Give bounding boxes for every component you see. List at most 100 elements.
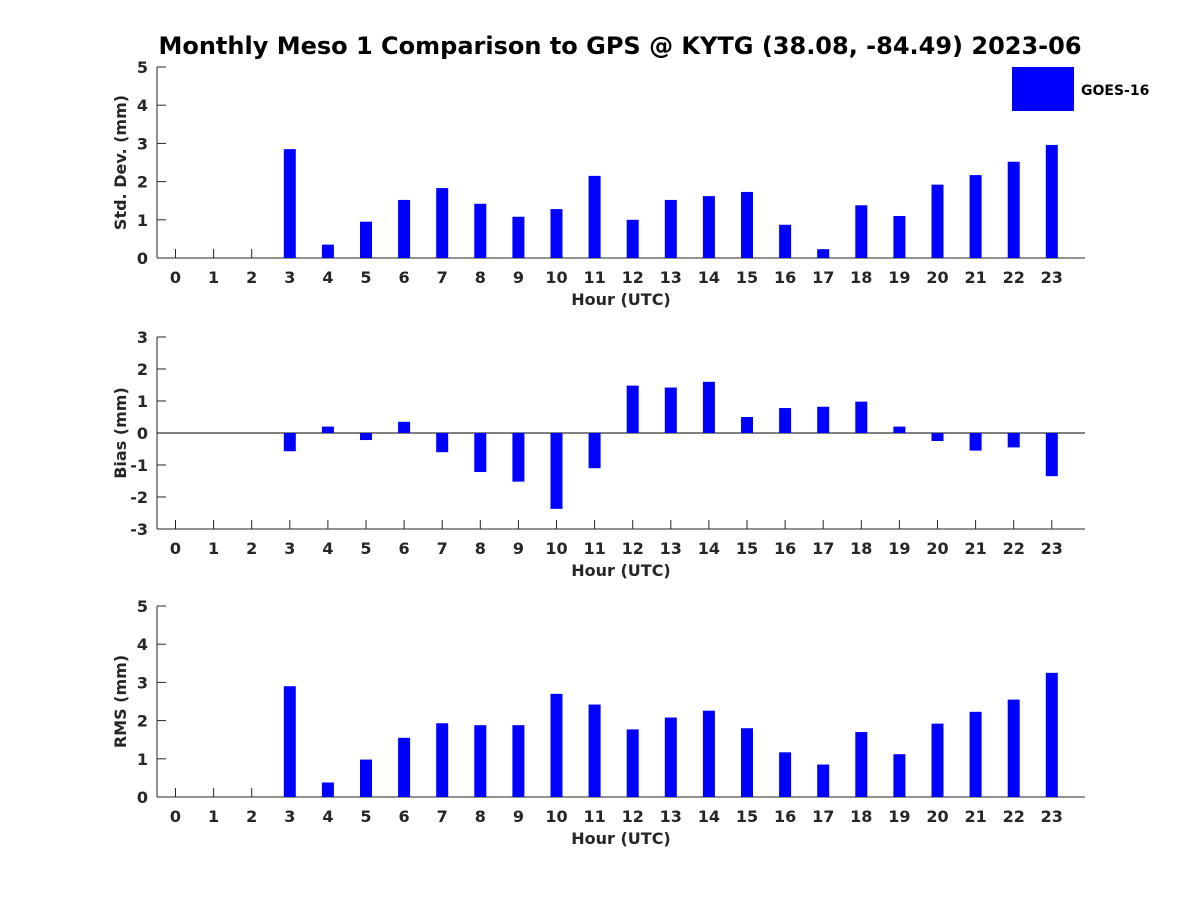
rms-bar-4 (321, 782, 334, 797)
bias-x-tick-label: 3 (284, 539, 295, 558)
bias-x-tick-label: 4 (322, 539, 333, 558)
rms-x-tick-label: 16 (774, 807, 796, 826)
rms-y-tick-label: 2 (137, 712, 148, 731)
rms-x-tick-label: 20 (926, 807, 948, 826)
bias-bar-8 (474, 433, 487, 473)
rms-bar-5 (360, 759, 372, 797)
rms-bar-14 (702, 710, 715, 797)
std-dev-bar-7 (436, 188, 449, 258)
rms-x-tick-label: 19 (888, 807, 910, 826)
bias-bar-5 (360, 433, 372, 441)
rms-bar-3 (283, 686, 296, 797)
rms-bar-12 (626, 729, 639, 797)
rms-bar-23 (1045, 672, 1058, 797)
std-dev-bar-4 (321, 244, 334, 258)
std-dev-bar-3 (283, 149, 296, 258)
bias-bar-3 (283, 433, 296, 452)
rms-bar-6 (398, 737, 411, 797)
std-dev-bar-6 (398, 199, 411, 258)
std-dev-y-tick-label: 4 (137, 96, 148, 115)
std-dev-y-tick-label: 1 (137, 211, 148, 230)
std-dev-bar-8 (474, 203, 487, 258)
std-dev-x-tick-label: 6 (399, 268, 410, 287)
bias-y-tick-label: 1 (137, 392, 148, 411)
std-dev-x-tick-label: 14 (698, 268, 720, 287)
rms-x-tick-label: 4 (322, 807, 333, 826)
rms-x-tick-label: 3 (284, 807, 295, 826)
std-dev-bar-13 (664, 199, 677, 258)
rms-x-tick-label: 22 (1003, 807, 1025, 826)
std-dev-x-tick-label: 22 (1003, 268, 1025, 287)
std-dev-x-axis-label: Hour (UTC) (571, 290, 671, 309)
std-dev-x-tick-label: 11 (583, 268, 605, 287)
std-dev-bar-11 (588, 175, 601, 258)
bias-x-tick-label: 5 (360, 539, 371, 558)
std-dev-bar-16 (779, 224, 792, 258)
rms-x-tick-label: 17 (812, 807, 834, 826)
rms-x-axis-label: Hour (UTC) (571, 829, 671, 848)
bias-y-tick-label: 0 (137, 424, 148, 443)
bias-bar-4 (321, 426, 334, 433)
rms-bar-18 (855, 732, 868, 797)
rms-x-tick-label: 15 (736, 807, 758, 826)
std-dev-bar-22 (1007, 161, 1020, 258)
rms-x-tick-label: 13 (660, 807, 682, 826)
bias-bar-18 (855, 401, 868, 433)
std-dev-x-tick-label: 3 (284, 268, 295, 287)
bias-y-tick-label: 3 (137, 328, 148, 347)
rms-y-axis-label: RMS (mm) (111, 655, 130, 748)
rms-bar-11 (588, 704, 601, 797)
rms-y-tick-label: 3 (137, 673, 148, 692)
std-dev-x-tick-label: 9 (513, 268, 524, 287)
rms-bar-10 (550, 693, 563, 797)
rms-bar-7 (436, 723, 449, 797)
bias-y-tick-label: 2 (137, 360, 148, 379)
std-dev-x-tick-label: 18 (850, 268, 872, 287)
bias-x-tick-label: 13 (660, 539, 682, 558)
chart-title: Monthly Meso 1 Comparison to GPS @ KYTG … (158, 32, 1081, 60)
std-dev-bar-23 (1045, 144, 1058, 258)
rms-y-tick-label: 1 (137, 750, 148, 769)
bias-x-tick-label: 16 (774, 539, 796, 558)
rms-bar-17 (817, 764, 830, 797)
bias-bar-17 (817, 406, 830, 433)
rms-x-tick-label: 2 (246, 807, 257, 826)
bias-x-tick-label: 15 (736, 539, 758, 558)
bias-bar-12 (626, 385, 639, 433)
rms-bar-16 (779, 752, 792, 797)
rms-y-tick-label: 0 (137, 788, 148, 807)
rms-x-tick-label: 7 (437, 807, 448, 826)
bias-x-tick-label: 9 (513, 539, 524, 558)
rms-y-tick-label: 5 (137, 597, 148, 616)
std-dev-x-tick-label: 21 (964, 268, 986, 287)
rms-bar-15 (741, 728, 753, 797)
bias-bar-6 (398, 421, 411, 433)
bias-bar-13 (664, 387, 677, 433)
bias-x-tick-label: 2 (246, 539, 257, 558)
bias-bar-9 (512, 433, 525, 482)
std-dev-bar-9 (512, 216, 525, 258)
bias-y-axis-label: Bias (mm) (111, 387, 130, 479)
rms-x-tick-label: 23 (1041, 807, 1063, 826)
bias-bar-19 (893, 426, 906, 433)
bias-x-tick-label: 11 (583, 539, 605, 558)
rms-x-tick-label: 6 (399, 807, 410, 826)
rms-x-tick-label: 18 (850, 807, 872, 826)
rms-x-tick-label: 21 (964, 807, 986, 826)
std-dev-bar-14 (702, 196, 715, 258)
std-dev-y-tick-label: 5 (137, 58, 148, 77)
rms-x-tick-label: 9 (513, 807, 524, 826)
bias-x-tick-label: 23 (1041, 539, 1063, 558)
bias-x-tick-label: 18 (850, 539, 872, 558)
std-dev-x-tick-label: 1 (208, 268, 219, 287)
std-dev-y-tick-label: 2 (137, 173, 148, 192)
rms-bar-22 (1007, 699, 1020, 797)
std-dev-x-tick-label: 20 (926, 268, 948, 287)
std-dev-bar-17 (817, 249, 830, 258)
bias-x-tick-label: 12 (622, 539, 644, 558)
rms-bar-13 (664, 717, 677, 797)
rms-x-tick-label: 12 (622, 807, 644, 826)
std-dev-bar-10 (550, 209, 563, 258)
